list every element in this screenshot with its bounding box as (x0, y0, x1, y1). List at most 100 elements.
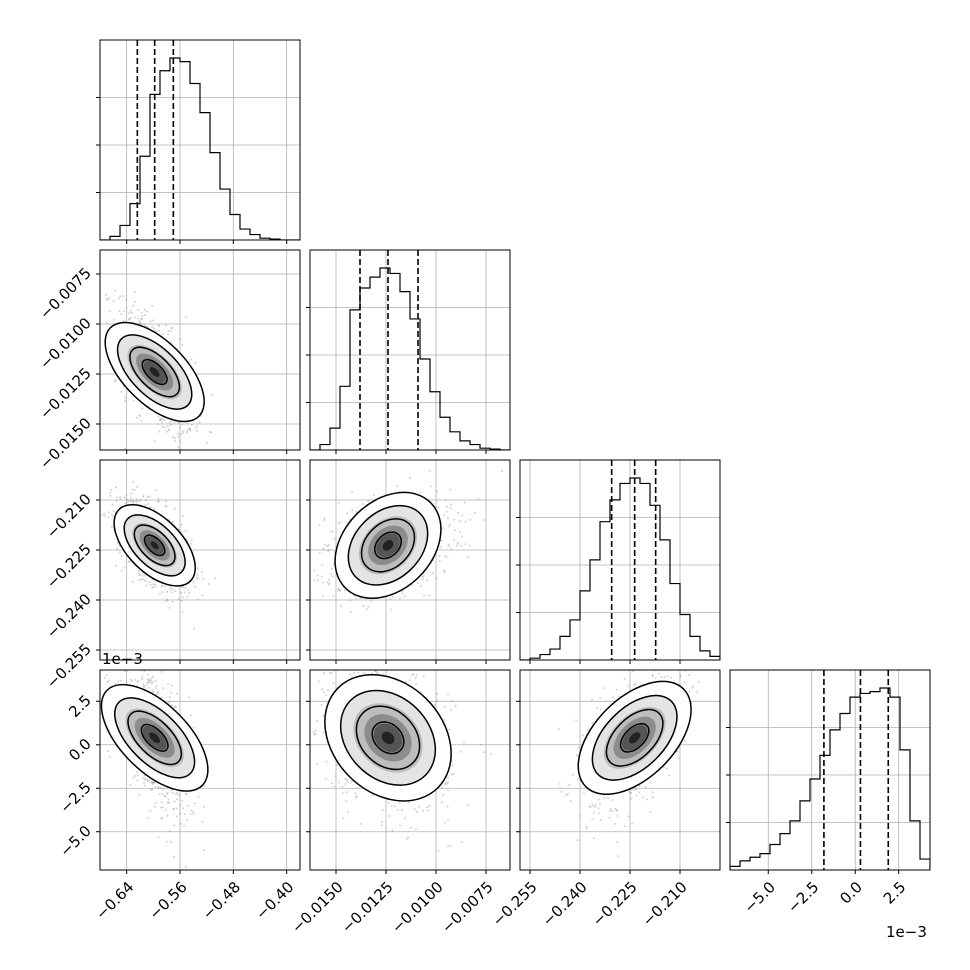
sample-point (170, 684, 173, 687)
panel-1-0 (96, 249, 301, 457)
sample-point (105, 298, 108, 301)
sample-point (186, 422, 189, 425)
sample-point (316, 574, 319, 577)
sample-point (143, 782, 146, 785)
contour-line-0 (140, 723, 169, 752)
sample-point (489, 753, 492, 756)
sample-point (166, 424, 169, 427)
sample-point (130, 499, 133, 502)
sample-point (443, 514, 446, 517)
sample-point (157, 497, 160, 500)
sample-point (446, 818, 449, 821)
sample-point (164, 504, 167, 507)
sample-point (151, 788, 154, 791)
sample-point (140, 318, 143, 321)
sample-point (138, 500, 141, 503)
sample-point (157, 786, 160, 789)
sample-point (631, 822, 634, 825)
sample-point (161, 333, 164, 336)
sample-point (396, 485, 399, 488)
sample-point (162, 687, 165, 690)
sample-point (127, 560, 130, 563)
density-level (382, 540, 394, 551)
sample-point (139, 498, 142, 501)
sample-point (330, 573, 333, 576)
sample-point (313, 569, 316, 572)
sample-point (168, 429, 171, 432)
sample-point (560, 790, 563, 793)
sample-point (436, 506, 439, 509)
sample-point (131, 581, 134, 584)
sample-point (111, 503, 114, 506)
sample-point (168, 830, 171, 833)
sample-point (188, 427, 191, 430)
sample-point (198, 421, 201, 424)
sample-point (447, 845, 450, 848)
sample-point (130, 311, 133, 314)
sample-point (145, 684, 148, 687)
sample-point (346, 780, 349, 783)
sample-point (442, 793, 445, 796)
sample-point (414, 828, 417, 831)
sample-point (450, 708, 453, 711)
sample-point (171, 455, 173, 457)
sample-point (437, 850, 440, 853)
sample-point (683, 681, 686, 684)
sample-point (174, 705, 177, 708)
sample-point (351, 509, 354, 512)
sample-point (374, 670, 377, 673)
sample-point (134, 316, 137, 319)
sample-point (113, 289, 116, 292)
sample-point (355, 510, 358, 513)
sample-point (169, 329, 172, 332)
sample-point (685, 665, 687, 667)
panel-2-1 (306, 459, 511, 664)
sample-point (137, 680, 140, 683)
sample-point (120, 569, 123, 572)
grid-lines (100, 40, 300, 240)
sample-point (151, 782, 154, 785)
sample-point (447, 693, 450, 696)
sample-point (337, 587, 340, 590)
sample-point (337, 522, 340, 525)
sample-point (308, 732, 310, 734)
sample-point (313, 579, 316, 582)
sample-point (167, 330, 170, 333)
sample-point (192, 627, 195, 630)
sample-point (307, 661, 309, 663)
sample-point (171, 791, 174, 794)
sample-point (103, 676, 106, 679)
sample-point (391, 595, 394, 598)
sample-point (161, 591, 164, 594)
sample-point (149, 809, 152, 812)
panel-1-1 (306, 249, 511, 454)
sample-point (168, 421, 171, 424)
sample-point (443, 555, 446, 558)
sample-point (149, 679, 152, 682)
sample-point (107, 298, 110, 301)
sample-point (674, 666, 676, 668)
sample-point (185, 431, 188, 434)
sample-point (382, 673, 385, 676)
sample-point (189, 427, 192, 430)
sample-point (436, 692, 439, 695)
sample-point (304, 755, 306, 757)
sample-point (165, 792, 168, 795)
sample-point (370, 672, 373, 675)
sample-point (175, 815, 178, 818)
sample-point (422, 675, 425, 678)
sample-point (136, 779, 139, 782)
sample-point (206, 441, 209, 444)
sample-point (146, 310, 149, 313)
sample-point (427, 809, 430, 812)
sample-point (119, 495, 122, 498)
sample-point (677, 757, 680, 760)
sample-point (388, 664, 390, 666)
sample-point (139, 415, 142, 418)
sample-point (446, 556, 449, 559)
sample-point (444, 499, 447, 502)
sample-point (460, 545, 463, 548)
sample-point (501, 470, 504, 473)
sample-point (164, 794, 167, 797)
sample-point (187, 804, 190, 807)
